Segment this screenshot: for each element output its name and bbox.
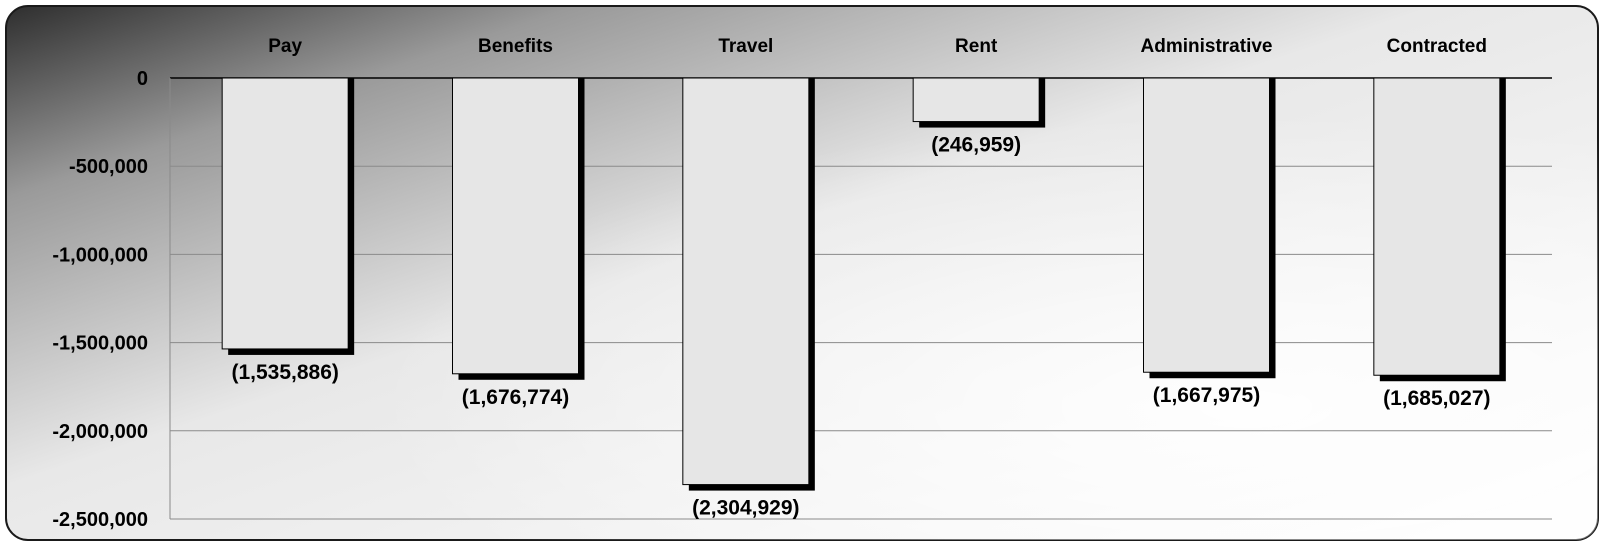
category-label: Contracted: [1387, 36, 1487, 57]
y-tick-label: 0: [137, 68, 148, 90]
bar-contracted: [1373, 77, 1501, 376]
bars: [221, 77, 1506, 491]
y-tick-label: -2,000,000: [52, 421, 148, 443]
bar-benefits: [452, 77, 579, 375]
y-tick-label: -1,500,000: [52, 333, 148, 355]
category-label: Benefits: [478, 36, 553, 57]
bar-administrative: [1143, 77, 1270, 373]
labels: 0 -500,000 -1,000,000 -1,500,000 -2,000,000 -…: [52, 36, 1490, 531]
data-label: (1,667,975): [1153, 384, 1260, 407]
bar-rent: [912, 77, 1040, 123]
y-tick-label: -1,000,000: [52, 244, 148, 266]
bar-pay: [221, 77, 349, 350]
data-label: (1,535,886): [231, 361, 338, 384]
category-label: Administrative: [1141, 36, 1273, 57]
y-tick-label: -2,500,000: [52, 509, 148, 531]
bar-travel: [682, 77, 810, 486]
data-label: (2,304,929): [692, 497, 799, 520]
category-label: Pay: [268, 36, 302, 57]
gridlines: [169, 77, 1552, 520]
data-label: (246,959): [931, 134, 1021, 157]
data-label: (1,676,774): [462, 386, 569, 409]
category-label: Rent: [955, 36, 998, 57]
data-label: (1,685,027): [1383, 387, 1490, 410]
y-tick-label: -500,000: [69, 156, 148, 178]
category-label: Travel: [718, 36, 773, 57]
